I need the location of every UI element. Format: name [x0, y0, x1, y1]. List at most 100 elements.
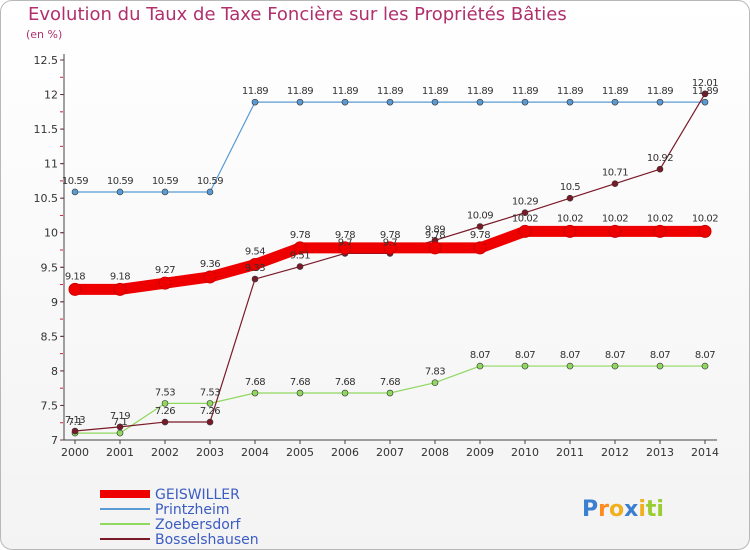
data-label-bosselshausen: 9.33: [245, 263, 265, 274]
x-tick-label: 2007: [376, 446, 404, 459]
point-zoebersdorf: [656, 362, 664, 370]
point-zoebersdorf: [521, 362, 529, 370]
point-zoebersdorf: [206, 400, 214, 407]
data-label-geiswiller: 10.02: [647, 213, 673, 224]
data-label-bosselshausen: 9.51: [290, 251, 310, 262]
logo-letter: i: [656, 497, 664, 522]
x-tick-label: 2004: [241, 446, 269, 459]
data-label-bosselshausen: 12.01: [692, 78, 718, 89]
point-bosselshausen: [71, 427, 79, 435]
point-geiswiller: [428, 241, 442, 255]
data-label-zoebersdorf: 7.53: [155, 387, 175, 398]
logo-letter: t: [646, 497, 657, 522]
logo-text: Proxiti: [582, 497, 664, 522]
point-printzheim: [611, 98, 619, 106]
data-label-geiswiller: 10.02: [512, 213, 538, 224]
point-bosselshausen: [701, 90, 709, 98]
x-tick-label: 2003: [196, 446, 224, 459]
point-printzheim: [341, 98, 349, 106]
y-tick-label: 10: [44, 227, 58, 240]
point-geiswiller: [383, 241, 397, 255]
proxiti-logo: Proxiti: [582, 497, 664, 522]
data-label-zoebersdorf: 8.07: [470, 350, 490, 361]
point-geiswiller: [518, 224, 532, 238]
point-zoebersdorf: [611, 362, 619, 370]
data-label-printzheim: 11.89: [602, 86, 628, 97]
data-label-geiswiller: 9.78: [425, 230, 445, 241]
point-bosselshausen: [296, 263, 304, 270]
point-zoebersdorf: [431, 379, 439, 386]
axes: 7 7.5 8 8.5 9 9.5 10 10.5 11 11.5 12 12.5 2000 2001 20…: [34, 54, 719, 459]
data-label-printzheim: 11.89: [242, 86, 268, 97]
x-tick-label: 2012: [601, 446, 629, 459]
x-tick-label: 2008: [421, 446, 449, 459]
x-tick-label: 2014: [691, 446, 719, 459]
data-label-zoebersdorf: 8.07: [560, 350, 580, 361]
data-label-bosselshausen: 7.13: [65, 415, 85, 426]
y-tick-label: 12: [44, 89, 58, 102]
data-label-geiswiller: 9.78: [335, 230, 355, 241]
x-tick-label: 2005: [286, 446, 314, 459]
point-printzheim: [206, 188, 214, 196]
data-label-geiswiller: 9.36: [200, 259, 220, 270]
point-bosselshausen: [116, 423, 124, 431]
data-label-zoebersdorf: 7.53: [200, 387, 220, 398]
data-label-zoebersdorf: 7.1: [68, 417, 83, 428]
y-tick-label: 10.5: [34, 192, 59, 205]
point-zoebersdorf: [386, 389, 394, 397]
data-label-geiswiller: 9.18: [110, 271, 130, 282]
x-tick-label: 2013: [646, 446, 674, 459]
data-label-zoebersdorf: 7.1: [113, 417, 128, 428]
legend-label-printzheim: Printzheim: [155, 502, 230, 518]
point-geiswiller: [203, 270, 217, 284]
point-geiswiller: [698, 224, 712, 238]
data-label-zoebersdorf: 7.68: [380, 377, 400, 388]
data-labels: 10.59 10.59 10.59 10.59 11.89 11.89 11.89 11.89…: [62, 78, 719, 428]
data-label-geiswiller: 9.78: [290, 230, 310, 241]
data-label-printzheim: 10.59: [107, 176, 133, 187]
data-label-zoebersdorf: 8.07: [695, 350, 715, 361]
y-tick-label: 11.5: [34, 123, 59, 136]
point-geiswiller: [473, 241, 487, 255]
data-label-geiswiller: 9.54: [245, 247, 265, 258]
point-printzheim: [116, 188, 124, 196]
point-geiswiller: [338, 241, 352, 255]
point-geiswiller: [68, 282, 82, 296]
data-label-geiswiller: 9.78: [380, 230, 400, 241]
point-printzheim: [386, 98, 394, 106]
data-label-zoebersdorf: 8.07: [650, 350, 670, 361]
data-label-geiswiller: 10.02: [602, 213, 628, 224]
logo-letter: o: [609, 497, 624, 522]
y-tick-label: 7: [51, 434, 58, 447]
chart-title: Evolution du Taux de Taxe Foncière sur l…: [28, 4, 567, 25]
point-bosselshausen: [521, 209, 529, 216]
y-tick-label: 8.5: [41, 330, 59, 343]
point-printzheim: [476, 98, 484, 106]
data-label-geiswiller: 9.27: [155, 265, 175, 276]
data-label-bosselshausen: 7.26: [200, 406, 220, 417]
point-printzheim: [566, 98, 574, 106]
data-label-printzheim: 10.59: [152, 176, 178, 187]
point-printzheim: [521, 98, 529, 106]
data-label-bosselshausen: 9.89: [425, 224, 445, 235]
point-zoebersdorf: [296, 389, 304, 397]
legend-label-geiswiller: GEISWILLER: [155, 487, 240, 503]
data-label-printzheim: 11.89: [647, 86, 673, 97]
y-tick-label: 9: [51, 296, 58, 309]
point-bosselshausen: [251, 275, 259, 283]
data-label-printzheim: 11.89: [512, 86, 538, 97]
point-bosselshausen: [476, 223, 484, 230]
y-tick-label: 7.5: [41, 399, 59, 412]
point-geiswiller: [158, 276, 172, 290]
point-geiswiller: [608, 224, 622, 238]
point-printzheim: [251, 98, 259, 106]
point-bosselshausen: [566, 194, 574, 202]
data-label-printzheim: 11.89: [332, 86, 358, 97]
data-label-printzheim: 10.59: [197, 176, 223, 187]
point-zoebersdorf: [341, 389, 349, 397]
data-label-zoebersdorf: 8.07: [605, 350, 625, 361]
point-printzheim: [701, 98, 709, 106]
point-zoebersdorf: [701, 362, 709, 370]
